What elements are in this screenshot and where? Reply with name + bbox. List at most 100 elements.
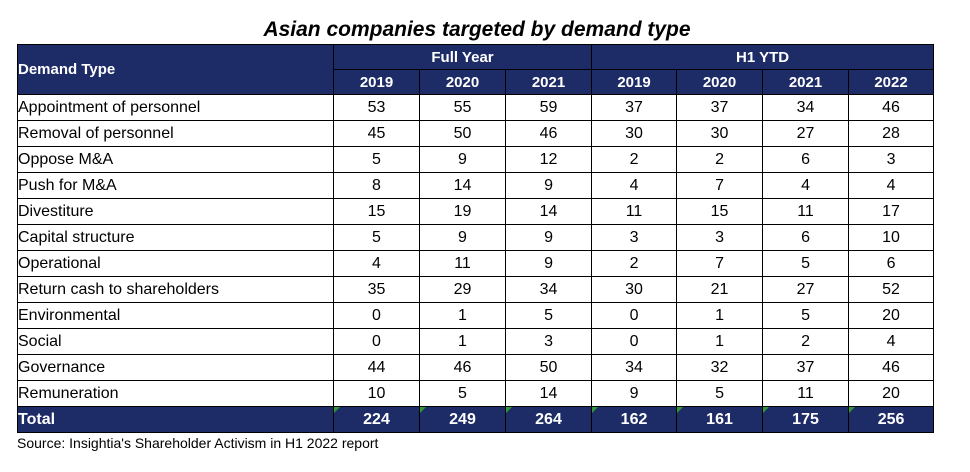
value-cell: 32 xyxy=(676,354,764,381)
value-cell: 28 xyxy=(848,120,935,147)
value-cell: 7 xyxy=(676,250,764,277)
source-note: Source: Insightia's Shareholder Activism… xyxy=(17,435,379,451)
value-cell: 0 xyxy=(333,328,420,355)
total-value-cell: 162 xyxy=(591,406,678,433)
table-title: Asian companies targeted by demand type xyxy=(263,18,691,41)
value-cell: 2 xyxy=(676,146,764,173)
value-cell: 9 xyxy=(504,250,593,277)
group-header-full-year: Full Year xyxy=(332,44,593,70)
row-label: Remuneration xyxy=(17,380,334,407)
value-cell: 17 xyxy=(848,198,935,225)
year-header: 2022 xyxy=(848,69,935,95)
year-header: 2021 xyxy=(504,69,593,95)
value-cell: 34 xyxy=(591,354,678,381)
value-cell: 4 xyxy=(848,172,935,199)
error-indicator-icon xyxy=(849,407,856,413)
value-cell: 45 xyxy=(333,120,420,147)
value-cell: 50 xyxy=(419,120,506,147)
value-cell: 46 xyxy=(848,354,935,381)
value-cell: 34 xyxy=(762,94,850,121)
value-cell: 35 xyxy=(333,276,420,303)
value-cell: 2 xyxy=(591,250,678,277)
value-cell: 5 xyxy=(333,224,420,251)
total-value-cell: 224 xyxy=(333,406,420,433)
value-cell: 0 xyxy=(591,328,678,355)
value-cell: 1 xyxy=(419,302,506,329)
value-cell: 9 xyxy=(419,224,506,251)
value-cell: 6 xyxy=(762,146,850,173)
row-label: Return cash to shareholders xyxy=(17,276,334,303)
value-cell: 27 xyxy=(762,276,850,303)
table-row: Return cash to shareholders 35 29 34 30 21 27 5… xyxy=(17,276,935,303)
value-cell: 0 xyxy=(333,302,420,329)
total-value-cell: 249 xyxy=(419,406,506,433)
value-cell: 46 xyxy=(504,120,593,147)
row-label: Governance xyxy=(17,354,334,381)
year-header: 2019 xyxy=(333,69,420,95)
value-cell: 7 xyxy=(676,172,764,199)
table-row: Capital structure 5 9 9 3 3 6 10 xyxy=(17,224,935,251)
value-cell: 3 xyxy=(504,328,593,355)
table-row: Environmental 0 1 5 0 1 5 20 xyxy=(17,302,935,329)
value-cell: 30 xyxy=(591,120,678,147)
value-cell: 20 xyxy=(848,380,935,407)
value-cell: 14 xyxy=(419,172,506,199)
value-cell: 4 xyxy=(848,328,935,355)
value-cell: 5 xyxy=(504,302,593,329)
value-cell: 1 xyxy=(676,328,764,355)
table-row: Removal of personnel 45 50 46 30 30 27 28 xyxy=(17,120,935,147)
value-cell: 5 xyxy=(762,250,850,277)
value-cell: 2 xyxy=(591,146,678,173)
error-indicator-icon xyxy=(763,407,770,413)
table-row: Governance 44 46 50 34 32 37 46 xyxy=(17,354,935,381)
value-cell: 59 xyxy=(504,94,593,121)
value-cell: 3 xyxy=(591,224,678,251)
table-row: Push for M&A 8 14 9 4 7 4 4 xyxy=(17,172,935,199)
total-label: Total xyxy=(17,406,334,433)
value-cell: 34 xyxy=(504,276,593,303)
value-cell: 5 xyxy=(333,146,420,173)
value-cell: 53 xyxy=(333,94,420,121)
header-row-years: 2019 2020 2021 2019 2020 2021 2022 xyxy=(18,69,935,95)
error-indicator-icon xyxy=(420,407,426,413)
row-label: Oppose M&A xyxy=(17,146,334,173)
value-cell: 37 xyxy=(591,94,678,121)
total-row: Total 224 249 264 162 161 175 256 xyxy=(17,406,935,433)
total-value-cell: 175 xyxy=(762,406,850,433)
value-cell: 15 xyxy=(676,198,764,225)
group-header-h1-ytd: H1 YTD xyxy=(591,44,935,70)
row-label: Push for M&A xyxy=(17,172,334,199)
value-cell: 52 xyxy=(848,276,935,303)
table-row: Operational 4 11 9 2 7 5 6 xyxy=(17,250,935,277)
value-cell: 27 xyxy=(762,120,850,147)
year-header: 2021 xyxy=(762,69,850,95)
value-cell: 6 xyxy=(848,250,935,277)
table-row: Remuneration 10 5 14 9 5 11 20 xyxy=(17,380,935,407)
table-row: Appointment of personnel 53 55 59 37 37 34 46 xyxy=(17,94,935,121)
value-cell: 6 xyxy=(762,224,850,251)
value-cell: 44 xyxy=(333,354,420,381)
value-cell: 21 xyxy=(676,276,764,303)
row-header-demand-type: Demand Type xyxy=(17,44,334,95)
value-cell: 46 xyxy=(848,94,935,121)
value-cell: 11 xyxy=(762,198,850,225)
value-cell: 14 xyxy=(504,380,593,407)
value-cell: 3 xyxy=(848,146,935,173)
value-cell: 4 xyxy=(591,172,678,199)
value-cell: 5 xyxy=(676,380,764,407)
value-cell: 50 xyxy=(504,354,593,381)
value-cell: 20 xyxy=(848,302,935,329)
table-body: Appointment of personnel 53 55 59 37 37 34 46 Re… xyxy=(17,94,935,433)
value-cell: 30 xyxy=(591,276,678,303)
value-cell: 9 xyxy=(591,380,678,407)
value-cell: 55 xyxy=(419,94,506,121)
row-label: Capital structure xyxy=(17,224,334,251)
table-row: Divestiture 15 19 14 11 15 11 17 xyxy=(17,198,935,225)
total-value: 256 xyxy=(877,410,905,428)
header-row-groups: Demand Type Full Year H1 YTD xyxy=(17,44,935,95)
row-label: Divestiture xyxy=(17,198,334,225)
value-cell: 37 xyxy=(676,94,764,121)
value-cell: 9 xyxy=(419,146,506,173)
year-header: 2020 xyxy=(419,69,506,95)
value-cell: 5 xyxy=(762,302,850,329)
